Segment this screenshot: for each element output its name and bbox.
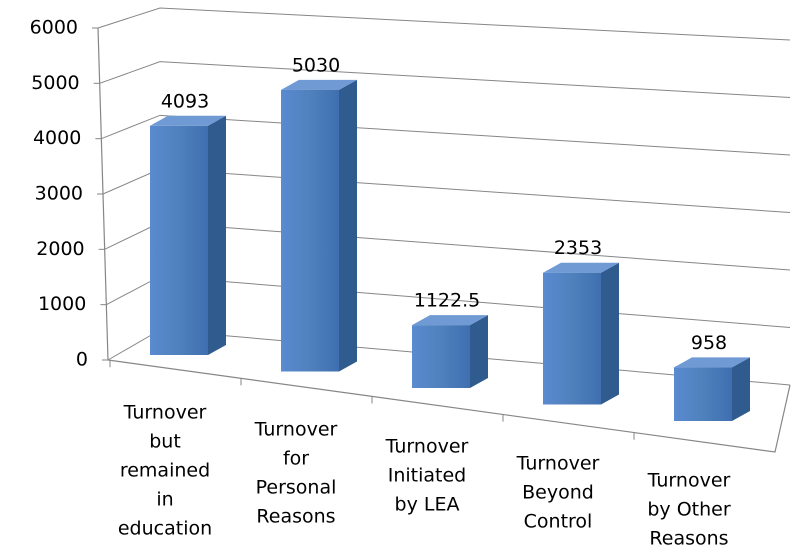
bar-side <box>732 357 750 421</box>
value-label: 958 <box>691 332 727 354</box>
x-tick-label: in <box>156 489 173 511</box>
y-tick-label: 3000 <box>35 183 83 205</box>
x-tick-label: but <box>149 431 181 453</box>
grid-line <box>99 61 791 98</box>
x-tick-label: by Other <box>647 499 730 521</box>
bar-top <box>281 79 357 90</box>
x-tick-label: Turnover <box>254 419 338 441</box>
bar <box>543 272 601 405</box>
x-tick-label: Personal <box>256 477 337 499</box>
bar-top <box>674 357 750 368</box>
value-label: 4093 <box>161 90 209 112</box>
bar-side <box>208 115 226 356</box>
x-tick-label: Reasons <box>256 506 335 528</box>
value-label: 2353 <box>554 237 602 259</box>
bar-top <box>150 115 226 126</box>
grid-line <box>97 7 791 41</box>
bar-top <box>412 315 488 326</box>
y-tick-label: 5000 <box>31 72 79 94</box>
x-tick-label: Turnover <box>516 453 600 475</box>
value-label: 5030 <box>292 54 340 76</box>
x-tick-label: Turnover <box>385 436 469 458</box>
x-tick-label: remained <box>120 460 210 482</box>
grid-line <box>101 114 791 156</box>
x-tick-label: Turnover <box>123 402 207 424</box>
bar-top <box>543 262 619 273</box>
bar <box>412 325 470 388</box>
bar-side <box>470 315 488 388</box>
x-tick-label: Beyond <box>522 482 594 504</box>
x-tick-label: by LEA <box>395 494 460 516</box>
floor-edge <box>107 359 791 453</box>
x-tick-label: education <box>118 518 212 540</box>
bar <box>150 125 208 356</box>
x-tick-label: for <box>283 448 309 470</box>
bar <box>674 367 732 421</box>
bar-side <box>339 79 357 372</box>
x-tick-label: Control <box>524 511 593 533</box>
y-tick-label: 6000 <box>30 17 78 39</box>
value-label: 1122.5 <box>414 290 480 312</box>
y-tick-label: 4000 <box>33 127 81 149</box>
x-tick-label: Initiated <box>388 465 467 487</box>
bar-side <box>601 262 619 405</box>
y-tick-label: 1000 <box>38 293 86 315</box>
bar <box>281 89 339 372</box>
x-tick-label: Turnover <box>647 470 731 492</box>
y-tick-label: 2000 <box>36 238 84 260</box>
x-tick-label: Reasons <box>649 528 728 550</box>
y-tick-label: 0 <box>76 349 88 371</box>
